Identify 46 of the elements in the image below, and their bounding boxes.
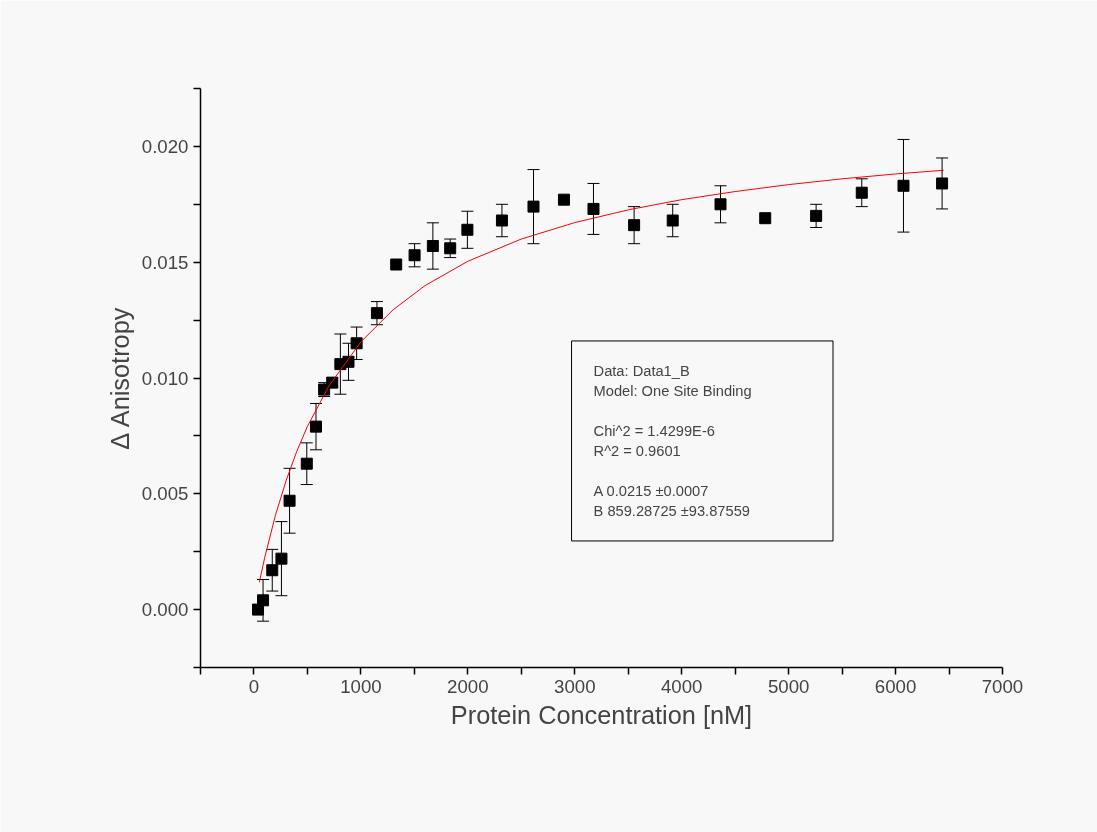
- point: [266, 564, 279, 577]
- x-tick-label: 2000: [447, 675, 489, 697]
- x-tick-label: 4000: [660, 675, 703, 697]
- y-axis-title: Δ Anisotropy: [105, 307, 134, 450]
- x-tick-label: 0: [248, 675, 260, 697]
- point: [628, 219, 641, 232]
- x-tick-label: 3000: [554, 675, 596, 697]
- annotation: R^2 = 0.9601: [593, 442, 681, 459]
- point: [275, 552, 288, 565]
- y-tick-label: 0.015: [141, 251, 189, 273]
- point: [495, 214, 508, 227]
- annotation: Data: Data1_B: [593, 362, 690, 379]
- point: [390, 258, 403, 271]
- y-tick-label: 0.000: [141, 599, 189, 621]
- annotation: A 0.0215 ±0.0007: [593, 482, 709, 499]
- point: [897, 179, 910, 192]
- x-axis-title: Protein Concentration [nM]: [450, 700, 753, 729]
- point: [370, 307, 383, 320]
- x-tick-label: 7000: [981, 675, 1024, 697]
- point: [300, 457, 313, 470]
- point: [527, 200, 540, 213]
- annotation: Chi^2 = 1.4299E-6: [593, 422, 715, 439]
- x-tick-label: 1000: [340, 675, 382, 697]
- point: [666, 214, 679, 227]
- y-tick-label: 0.010: [141, 367, 189, 389]
- y-tick-label: 0.020: [141, 135, 189, 157]
- point: [587, 202, 600, 215]
- x-tick-label: 6000: [874, 675, 917, 697]
- point: [759, 212, 772, 225]
- point: [714, 198, 727, 211]
- point: [283, 494, 296, 507]
- point: [408, 249, 421, 262]
- point: [557, 193, 570, 206]
- point: [426, 239, 439, 252]
- y-tick-label: 0.005: [141, 483, 189, 505]
- point: [461, 223, 474, 236]
- point: [936, 177, 949, 190]
- point: [257, 594, 270, 607]
- point: [444, 242, 457, 255]
- point: [309, 420, 322, 433]
- x-tick-label: 5000: [767, 675, 810, 697]
- annotation: Model: One Site Binding: [593, 382, 752, 399]
- point: [855, 186, 868, 199]
- annotation: B 859.28725 ±93.87559: [593, 502, 750, 519]
- line-series: [258, 169, 945, 583]
- point: [810, 209, 823, 222]
